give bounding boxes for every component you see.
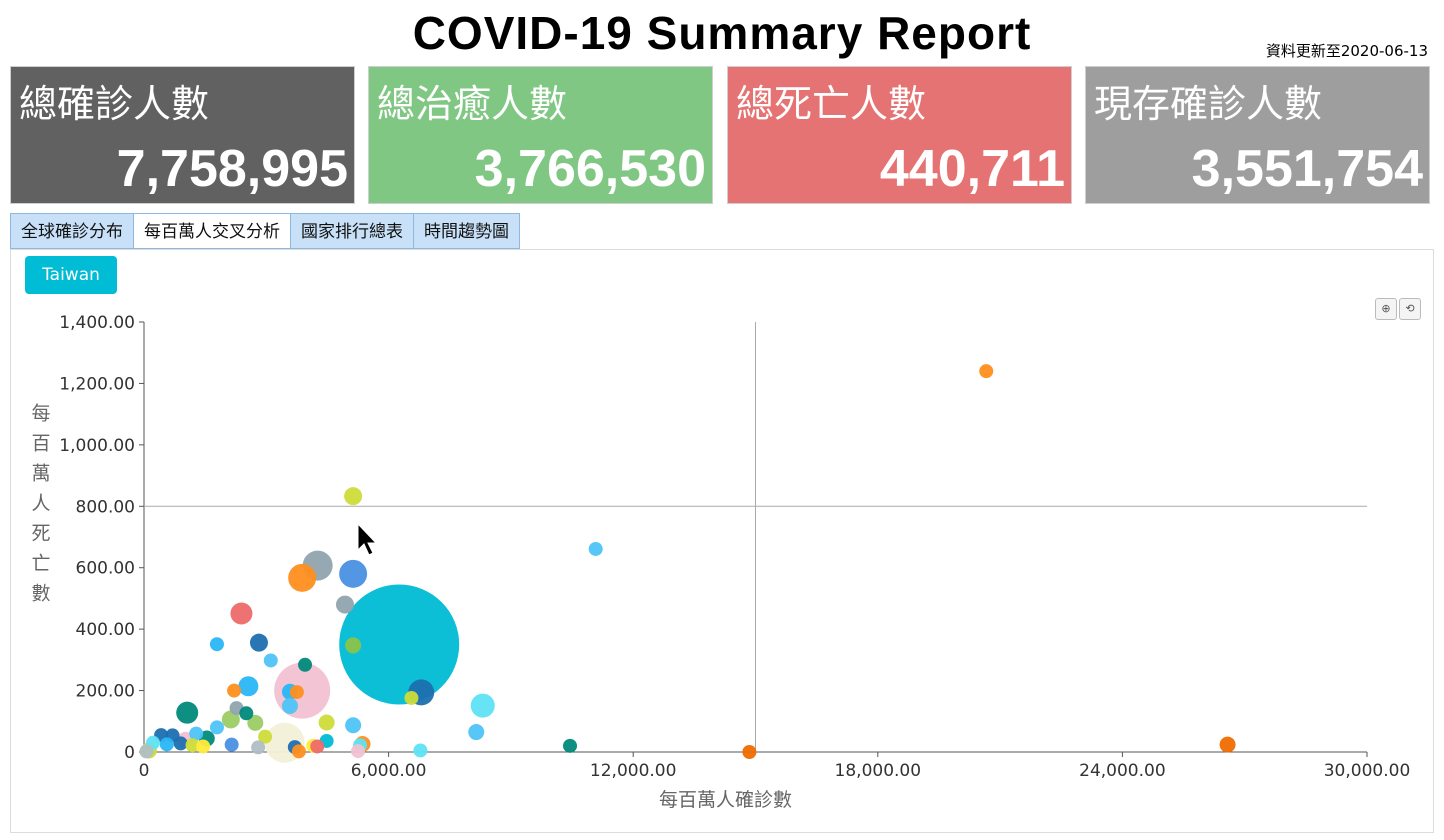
data-point	[289, 685, 304, 700]
tab-bar: 全球確診分布 每百萬人交叉分析 國家排行總表 時間趨勢圖	[10, 213, 520, 249]
data-point	[310, 739, 325, 754]
card-active-cases: 現存確診人數 3,551,754	[1085, 66, 1430, 204]
data-point	[189, 726, 204, 741]
data-point	[563, 738, 578, 753]
card-total-recovered: 總治癒人數 3,766,530	[368, 66, 713, 204]
x-tick-label: 24,000.00	[1079, 761, 1166, 781]
chart-panel: Taiwan ⊕ ⟲ 0 200.00 400.00 600.00 800.00 1,00…	[10, 249, 1434, 833]
data-point	[238, 676, 259, 697]
data-point	[185, 738, 200, 753]
data-point	[196, 739, 211, 754]
data-point	[742, 745, 757, 759]
data-point	[468, 724, 485, 741]
x-tick-label: 30,000.00	[1324, 761, 1411, 781]
y-tick-label: 400.00	[76, 620, 135, 640]
y-axis-title: 每百萬人死亡數	[31, 403, 50, 605]
zoom-in-icon[interactable]: ⊕	[1375, 298, 1397, 320]
mouse-cursor-icon	[357, 522, 378, 556]
tab-per-million-analysis[interactable]: 每百萬人交叉分析	[133, 213, 290, 249]
x-tick-label: 18,000.00	[835, 761, 922, 781]
data-point	[344, 487, 363, 506]
data-point	[251, 740, 266, 755]
data-point	[404, 690, 419, 705]
data-point	[224, 737, 239, 752]
card-value: 7,758,995	[116, 140, 348, 198]
data-point	[173, 736, 188, 751]
data-point	[209, 637, 224, 652]
country-button[interactable]: Taiwan	[25, 256, 117, 294]
data-point	[159, 737, 174, 752]
update-date: 資料更新至2020-06-13	[1265, 42, 1428, 60]
x-axis-title: 每百萬人確診數	[659, 789, 792, 811]
data-point	[345, 637, 362, 654]
card-label: 總治癒人數	[377, 82, 568, 126]
data-point	[979, 364, 994, 379]
y-tick-label: 1,000.00	[59, 436, 135, 456]
card-label: 總確診人數	[19, 82, 210, 126]
data-point	[239, 706, 254, 721]
y-tick-label: 200.00	[76, 682, 135, 702]
data-point	[227, 683, 242, 698]
data-point	[413, 743, 428, 758]
data-point	[176, 701, 199, 724]
data-point	[139, 744, 154, 759]
tab-time-trend[interactable]: 時間趨勢圖	[413, 213, 520, 249]
data-point	[288, 563, 317, 592]
card-label: 總死亡人數	[736, 82, 927, 126]
report-title: COVID-19 Summary Report	[412, 7, 1032, 59]
card-total-confirmed: 總確診人數 7,758,995	[10, 66, 355, 204]
card-label: 現存確診人數	[1094, 82, 1323, 126]
data-point	[588, 541, 603, 556]
y-tick-label: 0	[124, 743, 135, 763]
data-point	[291, 744, 306, 759]
data-point	[1219, 736, 1236, 753]
x-tick-label: 6,000.00	[351, 761, 427, 781]
data-point	[281, 697, 298, 714]
data-point	[258, 729, 273, 744]
data-point	[263, 653, 278, 668]
data-point	[249, 633, 268, 652]
scatter-chart[interactable]: 0 200.00 400.00 600.00 800.00 1,000.00 1,200.0…	[11, 250, 1433, 832]
data-point	[318, 714, 335, 731]
card-value: 3,766,530	[474, 140, 706, 198]
tab-country-ranking[interactable]: 國家排行總表	[290, 213, 413, 249]
y-tick-label: 600.00	[76, 559, 135, 579]
data-point	[230, 602, 253, 625]
data-point	[335, 595, 354, 614]
data-point	[345, 717, 362, 734]
data-point	[351, 744, 366, 759]
data-point	[298, 657, 313, 672]
data-point	[209, 720, 224, 735]
data-point	[339, 584, 460, 705]
card-value: 3,551,754	[1191, 140, 1423, 198]
x-tick-label: 12,000.00	[590, 761, 677, 781]
data-point	[470, 693, 495, 718]
y-tick-label: 1,200.00	[59, 374, 135, 394]
y-tick-label: 1,400.00	[59, 313, 135, 333]
y-tick-label: 800.00	[76, 497, 135, 517]
zoom-toolbar: ⊕ ⟲	[1375, 298, 1421, 320]
card-value: 440,711	[879, 140, 1065, 198]
x-tick-label: 0	[139, 761, 150, 781]
tab-global-distribution[interactable]: 全球確診分布	[10, 213, 133, 249]
zoom-reset-icon[interactable]: ⟲	[1399, 298, 1421, 320]
data-point	[247, 714, 264, 731]
card-total-deaths: 總死亡人數 440,711	[727, 66, 1072, 204]
data-point	[339, 559, 368, 588]
